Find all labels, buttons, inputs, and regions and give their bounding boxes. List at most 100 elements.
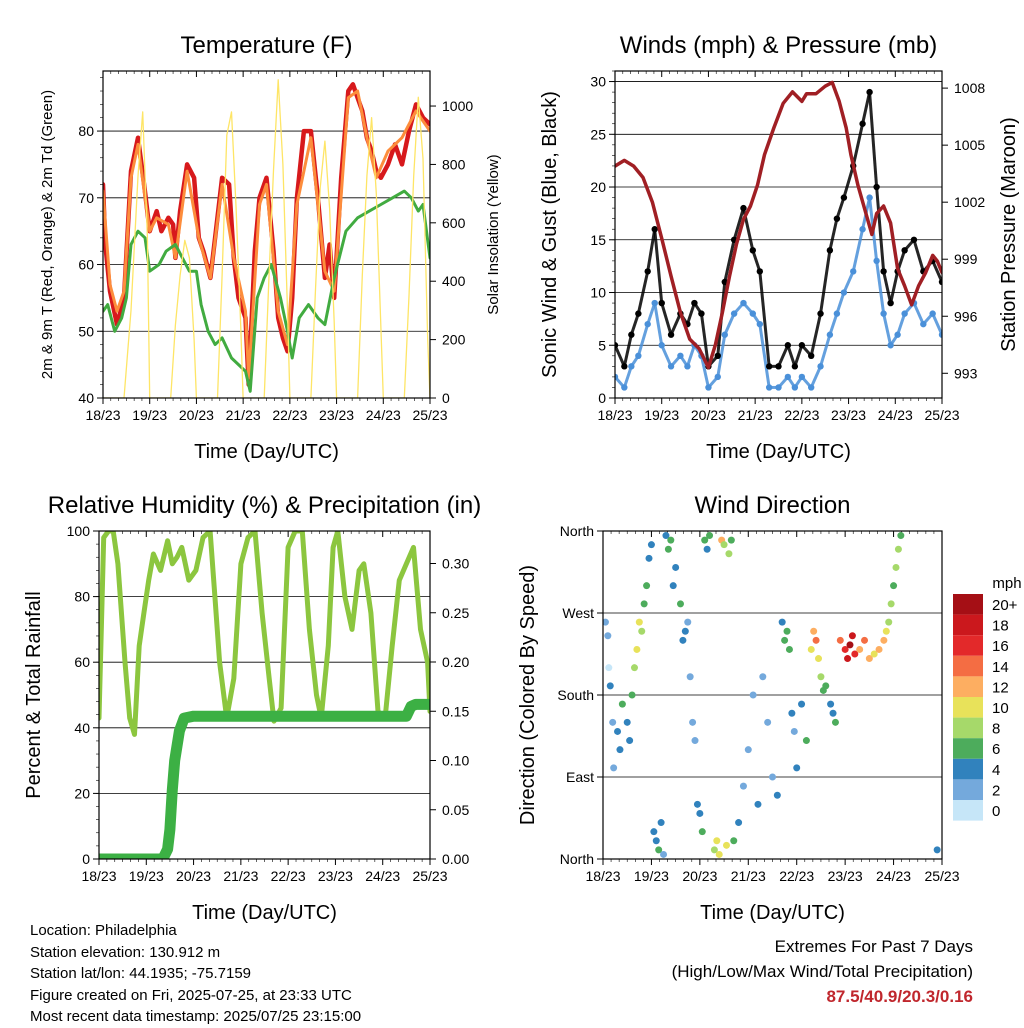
- legend-swatch: [953, 697, 983, 718]
- x-tick-label: 24/23: [878, 407, 913, 423]
- series-segment: [685, 302, 696, 325]
- wind-direction-points: [603, 532, 941, 858]
- series-segment: [786, 376, 797, 389]
- series-segment: [809, 365, 822, 389]
- series-segment: [819, 334, 832, 367]
- legend-label: 6: [992, 741, 1000, 758]
- series-segment: [882, 313, 893, 346]
- x-tick-label: 19/23: [132, 407, 167, 423]
- data-point: [744, 746, 752, 754]
- station-latlon: Station lat/lon: 44.1935; -75.7159: [30, 965, 252, 982]
- data-point: [655, 846, 663, 854]
- x-tick-label: 19/23: [644, 407, 679, 423]
- x-tick-label: 23/23: [319, 407, 354, 423]
- data-point: [890, 582, 898, 590]
- data-point: [836, 636, 844, 644]
- series-segment: [889, 271, 900, 304]
- y-axis-label: Percent & Total Rainfall: [23, 591, 45, 799]
- series-relative-humidity: [99, 531, 430, 737]
- data-point: [844, 655, 852, 663]
- series-segment: [819, 250, 832, 314]
- y2-tick-label: 993: [954, 365, 978, 381]
- series-segment: [660, 344, 673, 367]
- y-tick-label: East: [566, 769, 594, 785]
- legend-swatch: [953, 758, 983, 780]
- data-point: [633, 645, 641, 653]
- station-info: Location: Philadelphia Station elevation…: [30, 920, 361, 1028]
- x-axis-label: Time (Day/UTC): [192, 902, 337, 924]
- legend-label: 12: [992, 679, 1009, 696]
- data-point: [664, 545, 672, 553]
- chart-panel-4: Wind DirectionNorthEastSouthWestNorth18/…: [517, 492, 960, 924]
- data-point: [778, 618, 786, 626]
- series-segment: [653, 229, 664, 304]
- x-tick-label: 25/23: [412, 868, 447, 884]
- series-segment: [646, 302, 657, 325]
- extremes-title: Extremes For Past 7 Days: [774, 937, 973, 956]
- y-tick-label: 0: [82, 851, 90, 867]
- station-location: Location: Philadelphia: [30, 922, 177, 939]
- data-point: [810, 627, 818, 635]
- data-point: [722, 841, 730, 849]
- y-tick-label: 50: [78, 323, 94, 339]
- series-segment: [800, 375, 813, 389]
- plot-area: [103, 79, 430, 398]
- data-point: [788, 709, 796, 717]
- data-point: [662, 532, 670, 540]
- data-point: [848, 632, 856, 640]
- series-segment: [723, 239, 736, 283]
- series-segment: [669, 313, 682, 336]
- y2-tick-label: 1002: [954, 194, 985, 210]
- data-point: [635, 618, 643, 626]
- series-total-rainfall: [99, 698, 430, 859]
- series-segment: [793, 376, 804, 389]
- data-point: [669, 582, 677, 590]
- y2-tick-label: 0.20: [442, 654, 469, 670]
- data-point: [713, 837, 721, 845]
- data-point: [725, 550, 733, 558]
- plot-frame: [102, 70, 431, 399]
- y-axis-label: 2m & 9m T (Red, Orange) & 2m Td (Green): [39, 90, 56, 379]
- chart-title-3: Relative Humidity (%) & Precipitation (i…: [48, 492, 481, 519]
- series-segment: [828, 218, 839, 251]
- data-point: [660, 850, 668, 858]
- y-tick-label: 60: [74, 654, 90, 670]
- data-point: [720, 541, 728, 549]
- x-tick-label: 18/23: [85, 407, 120, 423]
- x-axis-label: Time (Day/UTC): [706, 441, 851, 463]
- data-point: [798, 700, 806, 708]
- series-9m-t: [103, 89, 430, 380]
- y2-tick-label: 999: [954, 251, 978, 267]
- data-point: [679, 636, 687, 644]
- x-tick-label: 25/23: [924, 868, 959, 884]
- y-tick-label: West: [562, 605, 594, 621]
- data-point: [785, 645, 793, 653]
- series-segment: [679, 354, 689, 368]
- extremes-values: 87.5/40.9/20.3/0.16: [826, 987, 973, 1006]
- data-point: [696, 809, 704, 817]
- chart-title-1: Temperature (F): [180, 32, 352, 59]
- series-segment: [931, 260, 942, 283]
- y2-tick-label: 600: [442, 215, 466, 231]
- data-point: [730, 837, 738, 845]
- data-point: [841, 645, 849, 653]
- data-point: [764, 718, 772, 726]
- data-point: [781, 636, 789, 644]
- y2-tick-label: 200: [442, 332, 466, 348]
- speed-legend: mph 20+ 18 16 14 12 10 8 6 4 2 0: [953, 575, 1022, 821]
- extremes-box: Extremes For Past 7 Days (High/Low/Max W…: [672, 934, 973, 1009]
- y-tick-label: 60: [78, 257, 94, 273]
- data-point: [609, 718, 617, 726]
- series-segment: [758, 271, 771, 367]
- series-segment: [629, 313, 640, 336]
- data-point: [672, 563, 680, 571]
- data-point: [643, 582, 651, 590]
- data-point: [647, 541, 655, 549]
- series-segment: [842, 165, 855, 199]
- legend-title: mph: [992, 575, 1021, 592]
- x-tick-label: 19/23: [129, 868, 164, 884]
- data-point: [681, 627, 689, 635]
- legend-swatch: [953, 655, 983, 677]
- data-point: [618, 700, 626, 708]
- data-point: [605, 664, 613, 672]
